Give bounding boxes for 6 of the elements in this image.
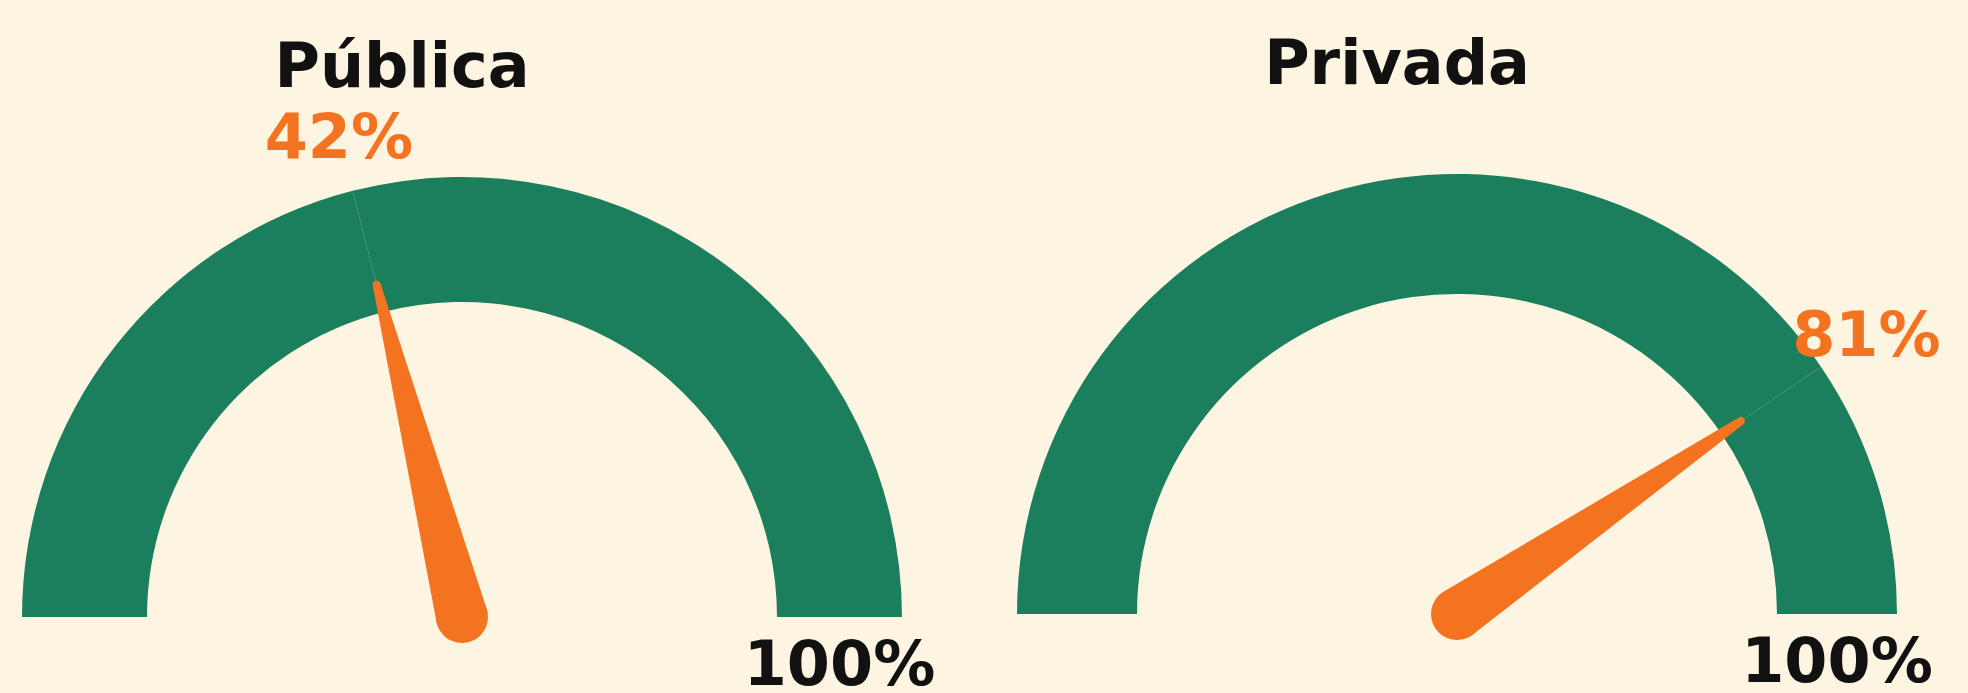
chart-title: Pública: [274, 29, 530, 102]
slice-label: 81%: [1792, 297, 1941, 371]
text: 100%: [1741, 624, 1933, 693]
chart-title: Privada: [1264, 26, 1530, 99]
slice-label: 42%: [264, 99, 414, 173]
text: 100%: [743, 627, 936, 693]
